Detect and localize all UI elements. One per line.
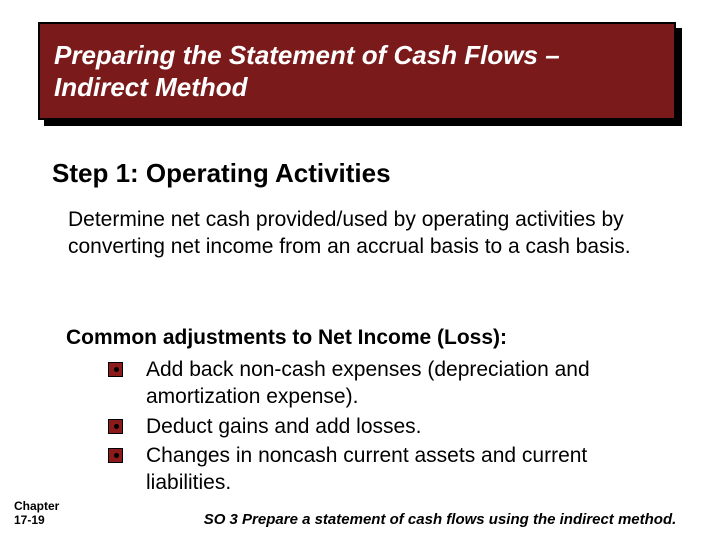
slide-title: Preparing the Statement of Cash Flows – … bbox=[54, 39, 660, 104]
bullet-icon bbox=[108, 419, 123, 434]
list-item: Add back non-cash expenses (depreciation… bbox=[108, 356, 668, 411]
step-heading: Step 1: Operating Activities bbox=[52, 158, 391, 189]
bullet-text: Deduct gains and add losses. bbox=[146, 415, 422, 438]
bullet-icon bbox=[108, 362, 123, 377]
chapter-label-text: Chapter17-19 bbox=[14, 499, 59, 527]
study-objective-footer: SO 3 Prepare a statement of cash flows u… bbox=[170, 511, 710, 528]
body-paragraph: Determine net cash provided/used by oper… bbox=[68, 206, 668, 261]
list-item: Deduct gains and add losses. bbox=[108, 413, 668, 440]
adjustments-heading: Common adjustments to Net Income (Loss): bbox=[66, 326, 507, 350]
title-box: Preparing the Statement of Cash Flows – … bbox=[38, 22, 676, 120]
bullet-icon bbox=[108, 448, 123, 463]
list-item: Changes in noncash current assets and cu… bbox=[108, 442, 668, 497]
chapter-label: Chapter17-19 bbox=[14, 500, 59, 528]
bullet-text: Add back non-cash expenses (depreciation… bbox=[146, 358, 590, 408]
bullet-list: Add back non-cash expenses (depreciation… bbox=[108, 356, 668, 498]
bullet-text: Changes in noncash current assets and cu… bbox=[146, 444, 587, 494]
